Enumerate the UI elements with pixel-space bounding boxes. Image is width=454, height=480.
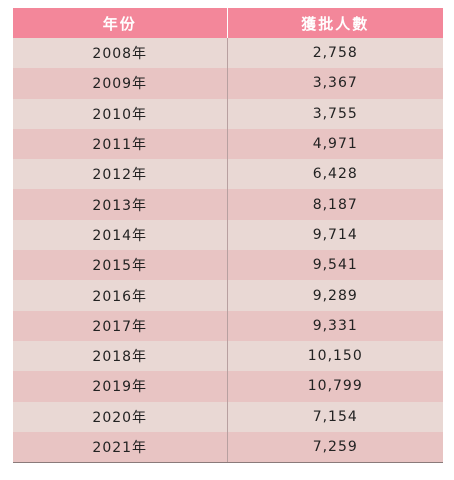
cell-year: 2021年 bbox=[13, 431, 228, 463]
cell-year: 2010年 bbox=[13, 98, 228, 129]
header-approved-count: 獲批人數 bbox=[227, 8, 443, 38]
table-row: 2014年 9,714 bbox=[13, 219, 443, 251]
table-row: 2017年 9,331 bbox=[13, 310, 443, 341]
table-header-row: 年份 獲批人數 bbox=[13, 8, 443, 38]
cell-year: 2020年 bbox=[13, 401, 228, 432]
cell-year: 2012年 bbox=[13, 159, 228, 190]
cell-approved-count: 7,154 bbox=[227, 401, 443, 432]
table-row: 2021年 7,259 bbox=[13, 431, 443, 463]
header-year: 年份 bbox=[13, 8, 228, 38]
cell-year: 2019年 bbox=[13, 371, 228, 402]
cell-approved-count: 9,541 bbox=[227, 250, 443, 281]
table-row: 2019年 10,799 bbox=[13, 371, 443, 402]
cell-year: 2017年 bbox=[13, 310, 228, 341]
table-row: 2011年 4,971 bbox=[13, 128, 443, 160]
cell-approved-count: 9,289 bbox=[227, 280, 443, 311]
cell-approved-count: 9,331 bbox=[227, 310, 443, 341]
cell-approved-count: 6,428 bbox=[227, 159, 443, 190]
cell-year: 2009年 bbox=[13, 68, 228, 99]
table-row: 2015年 9,541 bbox=[13, 250, 443, 281]
cell-approved-count: 4,971 bbox=[227, 128, 443, 160]
table-body: 2008年 2,758 2009年 3,367 2010年 3,755 2011年 4,971… bbox=[13, 38, 443, 463]
cell-approved-count: 10,799 bbox=[227, 371, 443, 402]
table-row: 2008年 2,758 bbox=[13, 38, 443, 69]
cell-year: 2015年 bbox=[13, 250, 228, 281]
table-row: 2016年 9,289 bbox=[13, 280, 443, 311]
table-row: 2020年 7,154 bbox=[13, 401, 443, 432]
cell-approved-count: 9,714 bbox=[227, 219, 443, 251]
cell-approved-count: 10,150 bbox=[227, 340, 443, 372]
cell-approved-count: 3,367 bbox=[227, 68, 443, 99]
cell-year: 2011年 bbox=[13, 128, 228, 160]
table-row: 2012年 6,428 bbox=[13, 159, 443, 190]
cell-year: 2016年 bbox=[13, 280, 228, 311]
cell-approved-count: 3,755 bbox=[227, 98, 443, 129]
cell-year: 2014年 bbox=[13, 219, 228, 251]
table-row: 2009年 3,367 bbox=[13, 68, 443, 99]
cell-year: 2018年 bbox=[13, 340, 228, 372]
cell-approved-count: 2,758 bbox=[227, 38, 443, 69]
table-bottom-border bbox=[13, 462, 443, 464]
approvals-table: 年份 獲批人數 2008年 2,758 2009年 3,367 2010年 3,755 20… bbox=[13, 8, 443, 463]
cell-approved-count: 8,187 bbox=[227, 189, 443, 220]
data-table-container: 年份 獲批人數 2008年 2,758 2009年 3,367 2010年 3,755 20… bbox=[13, 8, 443, 464]
cell-approved-count: 7,259 bbox=[227, 431, 443, 463]
cell-year: 2008年 bbox=[13, 38, 228, 69]
cell-year: 2013年 bbox=[13, 189, 228, 220]
table-row: 2010年 3,755 bbox=[13, 98, 443, 129]
table-row: 2013年 8,187 bbox=[13, 189, 443, 220]
table-row: 2018年 10,150 bbox=[13, 340, 443, 372]
